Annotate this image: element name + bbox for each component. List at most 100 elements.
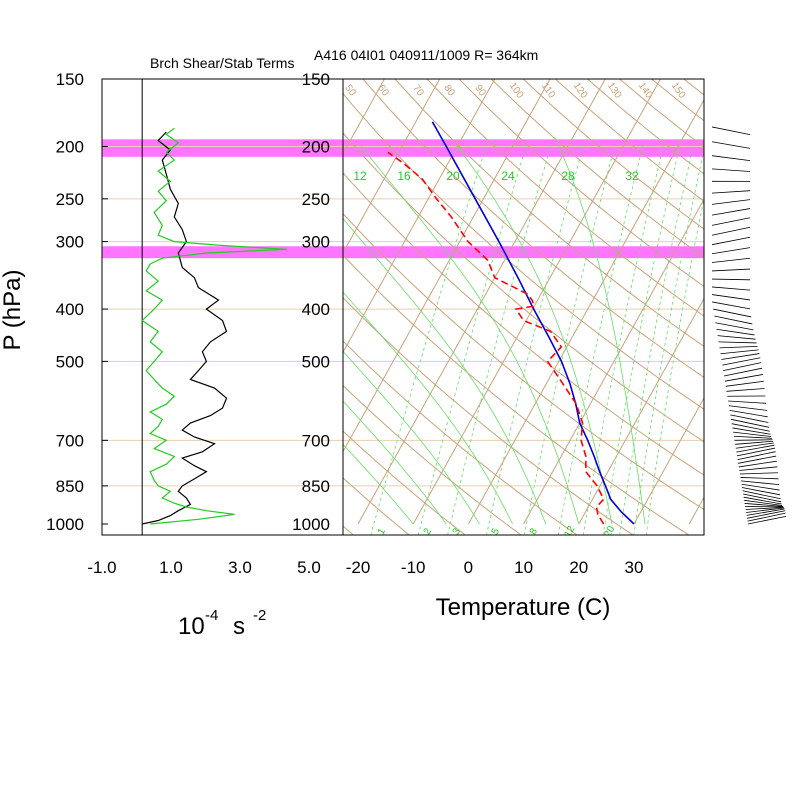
wind-barb [723,367,763,377]
mixing-ratio-line [370,146,487,535]
x-axis-label: Temperature (C) [436,594,611,621]
dry-adiabat [343,340,578,535]
wind-barb [711,226,751,236]
moist-adiabat [343,217,547,525]
wind-barb [718,341,757,344]
skew-y-tick-label: 200 [302,137,330,156]
dry-adiabat-label: 70 [410,83,426,99]
mixing-ratio-line [523,146,615,535]
dewpoint-line [387,151,605,525]
wind-barb [711,236,751,246]
left-xlabel-main: 10 [178,613,205,640]
dry-adiabat [458,79,704,288]
wind-barb [740,480,780,486]
dry-adiabat [362,79,704,379]
wind-barb [726,388,765,392]
wind-barb [730,414,769,423]
mixing-ratio-line [486,146,584,535]
wind-barb [747,516,787,525]
wind-barb [730,418,770,428]
mixing-ratio-bottom-label: 5 [490,526,503,537]
mixing-ratio-line [557,146,643,535]
skew-x-tick-label: 30 [625,558,644,577]
left-panel-title: Brch Shear/Stab Terms [150,55,294,71]
mixing-ratio-top-label: 12 [353,169,367,183]
wind-barb [711,141,751,149]
skew-x-tick-label: 20 [569,558,588,577]
wind-barb [737,451,776,461]
dry-adiabat [343,477,410,535]
highlight-band-1 [102,139,704,157]
wind-barb [743,496,782,505]
wind-barb [729,409,768,418]
wind-barb [746,510,786,519]
dry-adiabat-label: 130 [605,81,624,101]
skew-y-tick-label: 850 [302,477,330,496]
wind-barb [735,440,774,445]
wind-barb [736,444,775,453]
moist-adiabat [343,350,480,525]
wind-barb [739,466,778,471]
left-y-tick-label: 850 [56,477,84,496]
shear-term-line [142,131,228,525]
left-xlabel-unit: s [233,613,245,640]
wind-barb [711,190,751,194]
isotherm [744,79,800,524]
wind-barb [738,455,777,464]
skew-t-title: A416 04I01 040911/1009 R= 364km [314,47,538,63]
wind-barb [711,208,751,216]
y-axis-label: P (hPa) [0,270,26,351]
wind-barb [711,286,751,291]
wind-barb [741,483,780,491]
wind-barb [721,353,760,360]
wind-barb [736,447,776,457]
wind-barb [717,335,756,340]
wind-barb [732,427,771,435]
moist-adiabat [343,400,447,525]
wind-barb [733,435,772,439]
left-y-tick-label: 150 [56,70,84,89]
dry-adiabat-label: 110 [539,81,557,101]
wind-barb [711,168,751,172]
wind-barb [716,328,755,336]
dry-adiabat [343,92,704,410]
left-series [141,127,287,525]
wind-barb [735,442,774,449]
moist-adiabat [343,291,513,525]
dry-adiabat [490,79,704,258]
highlight-bands [102,139,704,259]
skew-y-tick-label: 250 [302,190,330,209]
left-xlabel-exponent2: -2 [253,607,266,624]
mixing-ratio-top-label: 16 [397,169,411,183]
dry-adiabat [343,430,466,535]
skew-y-tick-label: 400 [302,300,330,319]
wind-barb [742,487,781,496]
mixing-ratio-bottom-label: 2 [422,526,435,537]
left-xlabel-exponent: -4 [205,607,218,624]
mixing-ratio-line [602,146,680,535]
wind-barb [744,503,783,507]
mixing-ratio-bottom-label: 3 [451,526,464,537]
mixing-ratio-bottom-label: 1 [376,526,389,537]
wind-barb [711,217,751,226]
mixing-ratio-line [619,146,694,535]
wind-barbs [711,126,787,525]
isotherm [467,98,704,525]
wind-barb [719,345,758,349]
moist-adiabat [558,146,646,525]
skew-y-tick-label: 500 [302,352,330,371]
dry-adiabat [426,79,704,317]
dry-adiabat [343,384,522,535]
mixing-ratio-line [417,146,527,535]
wind-barb [711,294,751,301]
moist-adiabat [343,443,414,525]
isotherm [688,496,704,525]
wind-barb [711,268,751,272]
wind-barb [711,155,751,161]
left-x-tick-label: 3.0 [228,558,252,577]
skew-y-tick-label: 300 [302,233,330,252]
wind-barb [720,349,759,355]
